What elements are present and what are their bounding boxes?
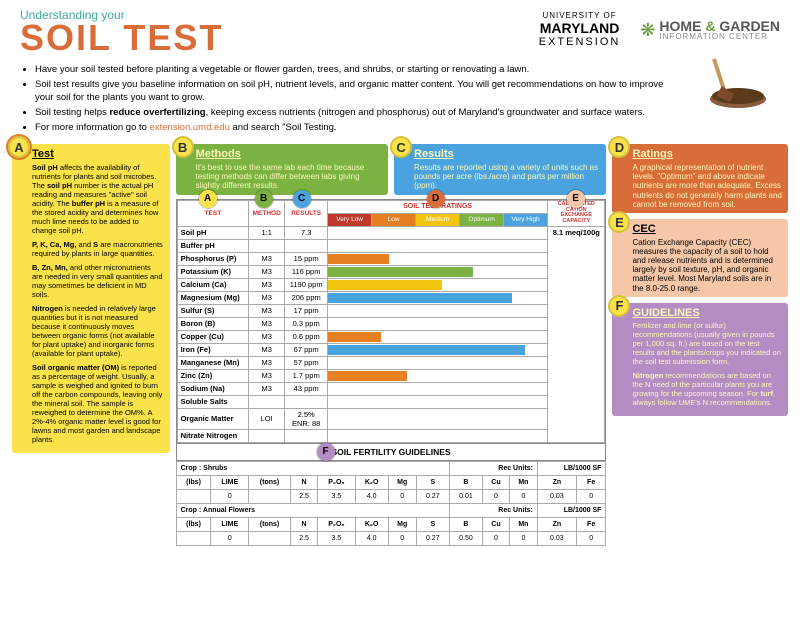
guidelines-table: Crop : ShrubsRec Units:LB/1000 SF(lbs)LI… — [176, 461, 607, 546]
section-results: C Results Results are reported using a v… — [394, 144, 606, 194]
guidelines-body: Fertilizer and lime (or sulfur) recommen… — [632, 321, 782, 407]
section-test: A Test Soil pH affects the availability … — [12, 144, 170, 453]
umd-logo: UNIVERSITY OF MARYLAND EXTENSION — [539, 12, 621, 48]
intro-bullets: Have your soil tested before planting a … — [35, 64, 680, 134]
test-body: Soil pH affects the availability of nutr… — [32, 163, 164, 444]
section-guidelines: F GUIDELINES Fertilizer and lime (or sul… — [612, 303, 788, 417]
soil-test-table: A B C D E TESTMETHODRESULTSSOIL TEST RAT… — [176, 199, 607, 444]
guidelines-header: F SOIL FERTILITY GUIDELINES — [176, 444, 607, 461]
letter-b: B — [172, 136, 194, 158]
leaf-icon: ❋ — [640, 20, 655, 41]
logos: UNIVERSITY OF MARYLAND EXTENSION ❋ HOME … — [539, 12, 780, 48]
shovel-icon — [700, 54, 770, 109]
hgic-logo: ❋ HOME & GARDEN INFORMATION CENTER — [640, 19, 780, 41]
section-ratings: D Ratings A graphical representation of … — [612, 144, 788, 213]
section-methods: B Methods It's best to use the same lab … — [176, 144, 388, 194]
section-cec: E CEC Cation Exchange Capacity (CEC) mea… — [612, 219, 788, 297]
